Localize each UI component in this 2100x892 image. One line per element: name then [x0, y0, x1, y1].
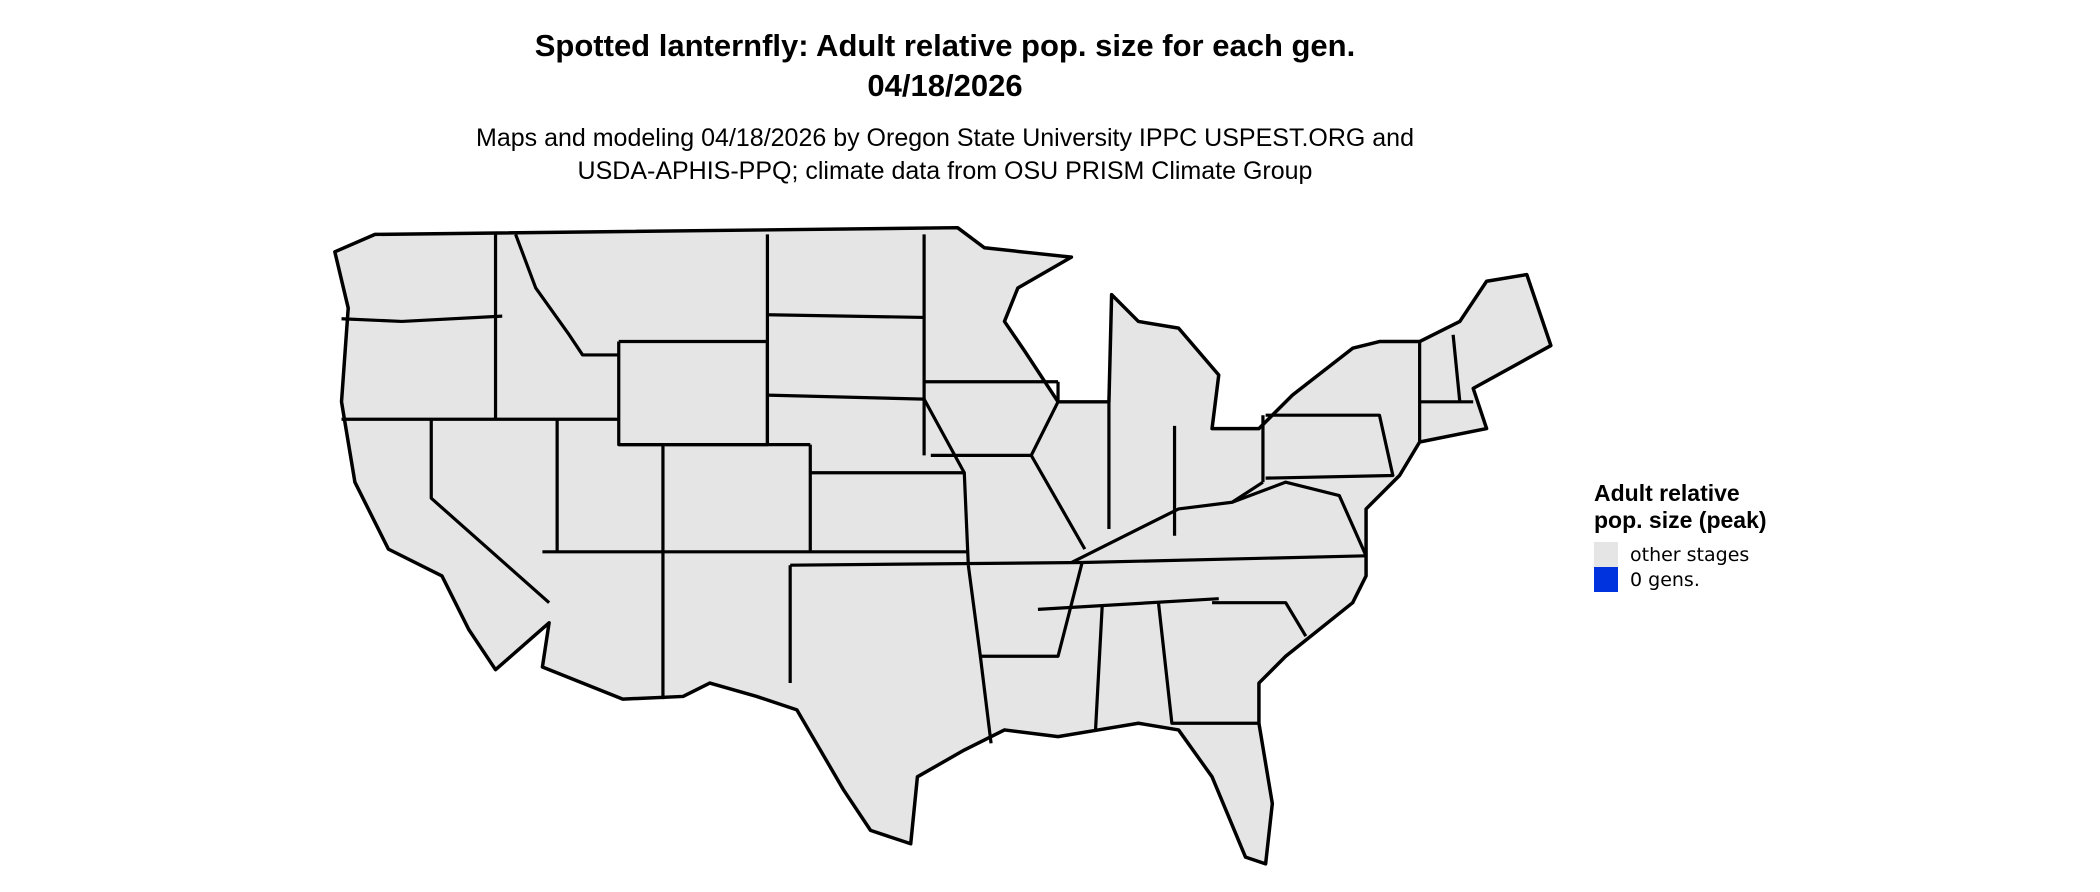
legend-swatch [1594, 567, 1618, 592]
map-date: 04/18/2026 [867, 68, 1023, 103]
legend-label: other stages [1630, 543, 1750, 566]
map-subtitle-line1: Maps and modeling 04/18/2026 by Oregon S… [476, 124, 1414, 152]
legend-item-other-stages: other stages [1594, 542, 1794, 567]
legend-item-0-gens: 0 gens. [1594, 567, 1794, 592]
legend-title: Adult relative pop. size (peak) [1594, 480, 1767, 533]
us-outline [333, 225, 1553, 866]
legend-label: 0 gens. [1630, 568, 1700, 591]
state-borders [341, 233, 1474, 744]
legend: Adult relative pop. size (peak) other st… [1594, 480, 1794, 592]
map-subtitle-line2: USDA-APHIS-PPQ; climate data from OSU PR… [577, 157, 1313, 185]
legend-swatch [1594, 542, 1618, 567]
map-title: Spotted lanternfly: Adult relative pop. … [534, 28, 1356, 63]
